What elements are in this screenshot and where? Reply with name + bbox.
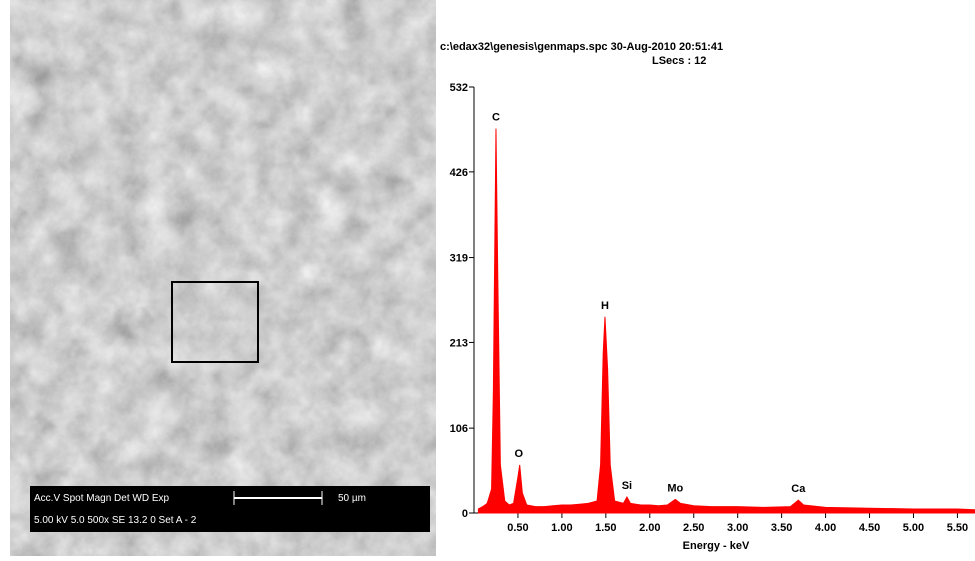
y-tick-label: 532 — [450, 82, 468, 94]
micrograph — [10, 0, 436, 556]
x-tick-label: 4.00 — [815, 522, 836, 534]
peak-label: Si — [622, 480, 632, 492]
y-tick-label: 426 — [450, 167, 468, 179]
y-tick-label: 0 — [462, 508, 468, 520]
info-header: Acc.V Spot Magn Det WD Exp — [34, 493, 169, 504]
x-tick-label: 1.00 — [551, 522, 572, 534]
peak-label: H — [601, 300, 609, 312]
scale-label: 50 µm — [338, 493, 366, 504]
y-tick-label: 106 — [450, 423, 468, 435]
spectrum: c:\edax32\genesis\genmaps.spc 30-Aug-201… — [440, 41, 975, 552]
x-tick-label: 1.50 — [595, 522, 616, 534]
x-tick-label: 3.00 — [727, 522, 748, 534]
info-values: 5.00 kV 5.0 500x SE 13.2 0 Set A - 2 — [34, 515, 197, 526]
peak-label: Mo — [667, 482, 683, 494]
peak-label: Ca — [791, 483, 806, 495]
chart-title: c:\edax32\genesis\genmaps.spc 30-Aug-201… — [440, 41, 723, 53]
x-tick-label: 4.50 — [859, 522, 880, 534]
peak-label: O — [515, 448, 524, 460]
x-tick-label: 2.00 — [639, 522, 660, 534]
x-tick-label: 5.50 — [947, 522, 968, 534]
sem-image: Acc.V Spot Magn Det WD Exp 5.00 kV 5.0 5… — [10, 0, 436, 556]
x-axis-label: Energy - keV — [683, 540, 750, 552]
x-tick-label: 5.00 — [903, 522, 924, 534]
figure: Acc.V Spot Magn Det WD Exp 5.00 kV 5.0 5… — [0, 0, 975, 556]
x-tick-label: 2.50 — [683, 522, 704, 534]
x-tick-label: 3.50 — [771, 522, 792, 534]
y-tick-label: 213 — [450, 337, 468, 349]
peak-label: C — [492, 112, 500, 124]
y-tick-label: 319 — [450, 253, 468, 265]
chart-subtitle: LSecs : 12 — [652, 55, 706, 67]
spectrum-area — [478, 129, 975, 513]
x-tick-label: 0.50 — [507, 522, 528, 534]
